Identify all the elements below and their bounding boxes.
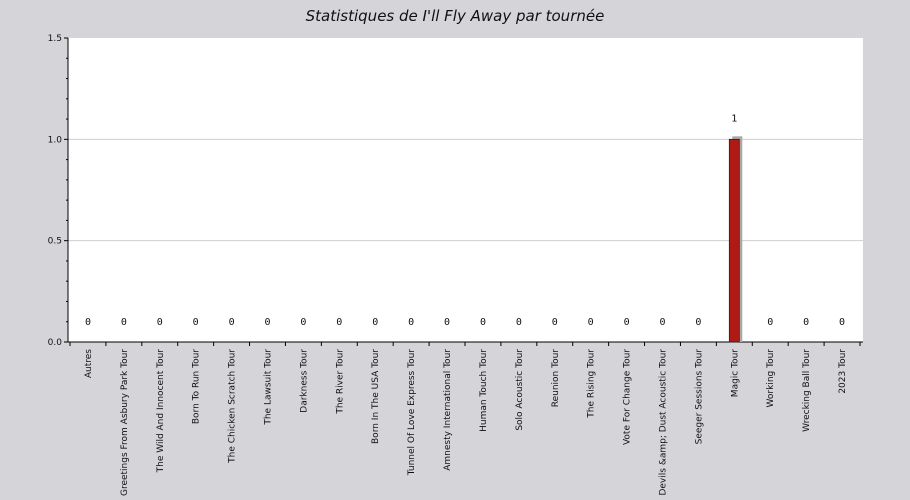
chart-title: Statistiques de I'll Fly Away par tourné… — [306, 7, 605, 25]
x-tick-label: The Chicken Scratch Tour — [228, 349, 238, 464]
data-label: 0 — [264, 317, 270, 328]
data-label: 0 — [300, 317, 306, 328]
x-tick-label: Human Touch Tour — [479, 349, 489, 432]
y-tick-label: 0.5 — [48, 237, 62, 247]
data-label: 0 — [839, 317, 845, 328]
plot-area — [68, 38, 863, 342]
data-label: 0 — [229, 317, 235, 328]
y-tick-label: 0.0 — [48, 338, 63, 348]
data-label: 0 — [480, 317, 486, 328]
data-label: 0 — [157, 317, 163, 328]
x-tick-label: Wrecking Ball Tour — [802, 349, 812, 432]
data-label: 0 — [85, 317, 91, 328]
data-label: 0 — [803, 317, 809, 328]
x-tick-label: The Lawsuit Tour — [264, 349, 274, 426]
data-label: 0 — [193, 317, 199, 328]
x-tick-label: The River Tour — [335, 349, 345, 415]
data-label: 0 — [588, 317, 594, 328]
x-tick-label: Working Tour — [766, 349, 776, 408]
data-label: 0 — [444, 317, 450, 328]
data-label: 0 — [659, 317, 665, 328]
data-labels-group: 0 0 0 0 0 0 0 0 0 0 0 0 0 0 0 0 0 0 1 0 0 0 — [85, 113, 845, 328]
x-tick-label: Seeger Sessions Tour — [694, 349, 704, 445]
x-axis: Autres Greetings From Asbury Park Tour The… — [68, 341, 863, 496]
x-tick-label: Greetings From Asbury Park Tour — [120, 349, 130, 496]
data-label: 0 — [372, 317, 378, 328]
x-tick-label: Magic Tour — [730, 349, 740, 397]
x-tick-label: Born In The USA Tour — [371, 349, 381, 444]
data-label: 0 — [767, 317, 773, 328]
data-label: 0 — [552, 317, 558, 328]
x-tick-label: Reunion Tour — [551, 349, 561, 408]
y-tick-label: 1.5 — [48, 34, 62, 44]
x-tick-label: Vote For Change Tour — [623, 349, 633, 445]
data-label: 0 — [516, 317, 522, 328]
data-label: 0 — [408, 317, 414, 328]
x-tick-label: Autres — [84, 349, 94, 378]
x-tick-label: Darkness Tour — [299, 349, 309, 413]
x-tick-label: Solo Acoustic Tour — [515, 349, 525, 431]
y-axis: 0.0 0.5 1.0 1.5 — [48, 34, 69, 348]
x-tick-label: The Rising Tour — [587, 349, 597, 419]
x-tick-label: Born To Run Tour — [192, 349, 202, 424]
x-tick-label: Amnesty International Tour — [443, 349, 453, 471]
x-tick-label: Tunnel Of Love Express Tour — [407, 349, 417, 477]
bar — [728, 138, 740, 343]
data-label: 0 — [121, 317, 127, 328]
x-tick-label: 2023 Tour — [838, 349, 848, 394]
x-tick-label: The Wild And Innocent Tour — [156, 349, 166, 474]
data-label: 1 — [731, 113, 737, 124]
x-tick-label: Devils &amp; Dust Acoustic Tour — [659, 349, 669, 496]
bars-group — [728, 136, 743, 343]
y-tick-label: 1.0 — [48, 135, 63, 145]
data-label: 0 — [695, 317, 701, 328]
data-label: 0 — [336, 317, 342, 328]
data-label: 0 — [624, 317, 630, 328]
